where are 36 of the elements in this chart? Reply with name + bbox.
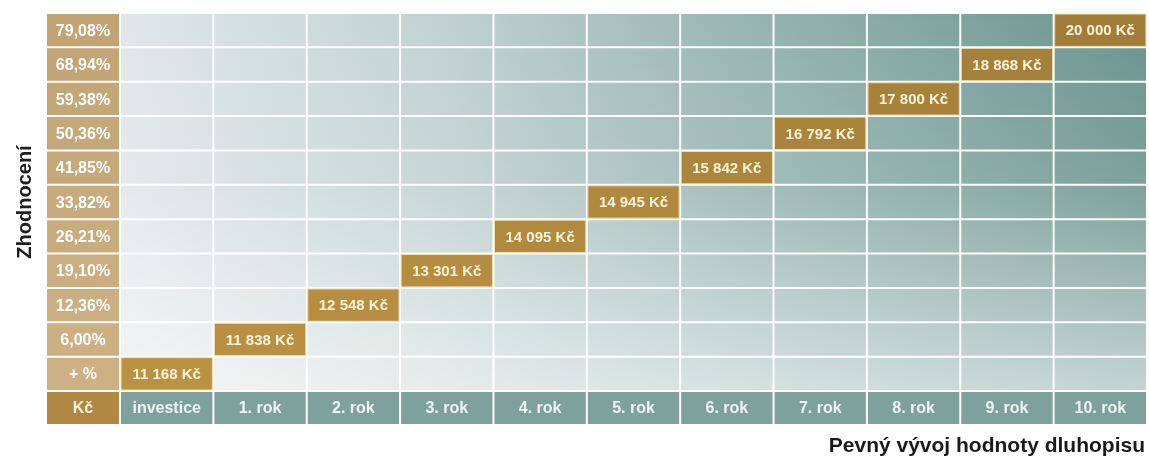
y-tick-label: 19,10% <box>55 262 111 280</box>
y-tick-label: 50,36% <box>55 124 111 142</box>
x-tick-label: 9. rok <box>985 399 1029 417</box>
y-tick-label: 6,00% <box>60 331 106 349</box>
data-label: 11 168 Kč <box>132 365 201 383</box>
y-tick-label: + % <box>68 365 98 383</box>
x-tick-label: 3. rok <box>425 399 469 417</box>
x-tick-label: 1. rok <box>238 399 282 417</box>
y-tick-label: 33,82% <box>55 193 111 211</box>
data-label: 13 301 Kč <box>412 261 482 279</box>
y-tick-label: 41,85% <box>55 159 111 177</box>
x-tick-label: 2. rok <box>332 399 375 417</box>
x-axis-title: Pevný vývoj hodnoty dluhopisu <box>828 433 1145 456</box>
data-label: 17 800 Kč <box>878 90 949 108</box>
data-label: 14 095 Kč <box>505 227 575 245</box>
data-label: 20 000 Kč <box>1065 21 1135 39</box>
annotation: Kč <box>72 399 94 417</box>
x-tick-label: 4. rok <box>518 399 562 417</box>
y-tick-label: 68,94% <box>55 56 111 74</box>
x-tick-label: 7. rok <box>798 399 842 417</box>
y-tick-label: 79,08% <box>55 21 111 39</box>
y-tick-label: 12,36% <box>55 296 111 314</box>
data-label: 14 945 Kč <box>598 193 669 211</box>
data-label: 16 792 Kč <box>785 124 855 142</box>
x-tick-label: 8. rok <box>892 399 936 417</box>
y-tick-label: 59,38% <box>55 90 111 108</box>
x-tick-label: investice <box>132 399 202 417</box>
x-tick-label: 5. rok <box>612 399 655 417</box>
x-tick-label: 6. rok <box>705 399 749 417</box>
y-tick-label: 26,21% <box>55 227 111 245</box>
data-label: 18 868 Kč <box>972 55 1042 73</box>
y-axis-title: Zhodnocení <box>13 143 35 259</box>
data-label: 15 842 Kč <box>692 158 762 176</box>
data-label: 12 548 Kč <box>318 296 389 314</box>
data-label: 11 838 Kč <box>225 330 295 348</box>
x-tick-label: 10. rok <box>1074 399 1127 417</box>
